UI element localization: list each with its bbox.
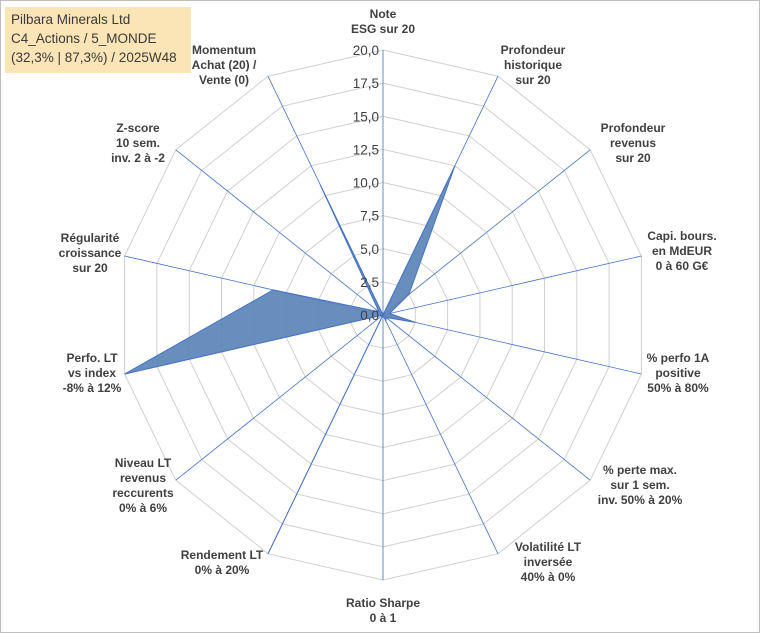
axis-label: % perte max. sur 1 sem. inv. 50% à 20% xyxy=(598,463,683,507)
tick-label: 17,5 xyxy=(353,76,379,91)
tick-label: 7,5 xyxy=(360,209,379,224)
tick-label: 12,5 xyxy=(353,142,379,157)
radar-series xyxy=(124,165,456,555)
axis-label: Perfo. LT vs index -8% à 12% xyxy=(63,351,122,395)
radar-axis-labels: Note ESG sur 20 Profondeur historique sur 20… xyxy=(59,7,717,625)
radar-spoke xyxy=(382,314,499,554)
tick-label: 20,0 xyxy=(353,43,379,58)
title-company: Pilbara Minerals Ltd xyxy=(11,12,131,27)
radar-tick-labels: 0,0 2,5 5,0 7,5 10,0 12,5 15,0 17,5 20,0 xyxy=(353,43,379,323)
radar-spoke xyxy=(382,314,591,481)
radar-spoke xyxy=(175,314,384,481)
axis-label: Profondeur historique sur 20 xyxy=(501,43,566,87)
axis-label: Profondeur revenus sur 20 xyxy=(601,121,666,165)
axis-label: Ratio Sharpe 0 à 1 xyxy=(346,596,420,625)
axis-label: Z-score 10 sem. inv. 2 à -2 xyxy=(111,121,165,165)
tick-label: 2,5 xyxy=(360,275,379,290)
axis-label: Momentum Achat (20) / Vente (0) xyxy=(192,43,257,87)
radar-spoke xyxy=(382,149,591,316)
axis-label: Niveau LT revenus reccurents 0% à 6% xyxy=(112,456,174,515)
title-scores: (32,3% | 87,3%) / 2025W48 xyxy=(11,50,177,65)
axis-label: Rendement LT 0% à 20% xyxy=(181,548,264,577)
radar-series-area xyxy=(124,165,456,555)
tick-label: 5,0 xyxy=(360,242,379,257)
axis-label: Volatilité LT inversée 40% à 0% xyxy=(515,540,582,584)
radar-spoke xyxy=(382,255,642,316)
axis-label: Capi. bours. en MdEUR 0 à 60 G€ xyxy=(647,229,716,273)
radar-spoke xyxy=(175,149,384,316)
axis-label: % perfo 1A positive 50% à 80% xyxy=(647,351,710,395)
axis-label: Régularité croissance sur 20 xyxy=(59,231,122,275)
radar-spoke xyxy=(382,314,642,375)
tick-label: 15,0 xyxy=(353,109,379,124)
tick-label: 0,0 xyxy=(360,308,379,323)
axis-label: Note ESG sur 20 xyxy=(351,7,415,36)
tick-label: 10,0 xyxy=(353,176,379,191)
title-category: C4_Actions / 5_MONDE xyxy=(11,31,157,46)
chart-title-box: Pilbara Minerals Ltd C4_Actions / 5_MOND… xyxy=(5,7,191,73)
